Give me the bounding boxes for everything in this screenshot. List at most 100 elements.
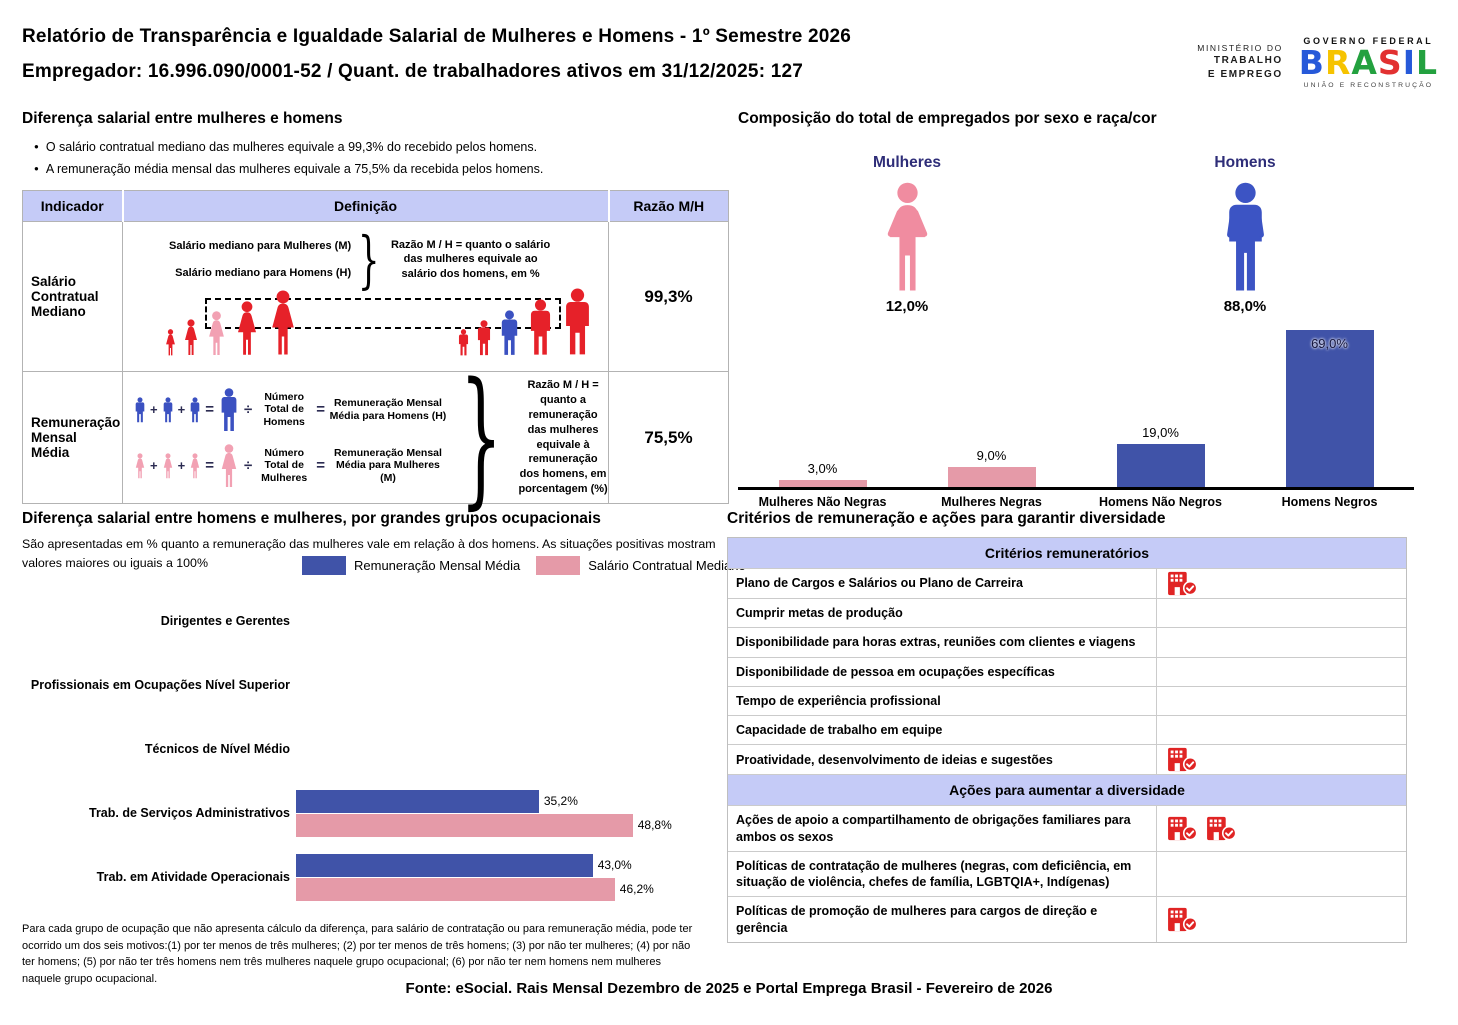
woman-icon [163, 329, 178, 356]
woman-big-icon [876, 182, 939, 294]
bar-value-label: 46,2% [619, 882, 654, 897]
occupation-label: Trab. em Atividade Operacionais [96, 869, 290, 884]
salary-gap-bullets: O salário contratual mediano das mulhere… [34, 140, 728, 176]
bullet-mean-salary: A remuneração média mensal das mulheres … [34, 162, 728, 176]
bullet-median-salary: O salário contratual mediano das mulhere… [34, 140, 728, 154]
composition-category-labels: Mulheres Não Negras Mulheres Negras Home… [738, 495, 1414, 509]
bar-value-label: 3,0% [807, 461, 838, 477]
criteria-checks [1157, 628, 1406, 656]
company-check-icon [1167, 907, 1198, 932]
occupational-footnote: Para cada grupo de ocupação que não apre… [22, 923, 693, 985]
ministry-logo: MINISTÉRIO DO TRABALHO E EMPREGO [1197, 42, 1283, 81]
criteria-group-header: Ações para aumentar a diversidade [728, 774, 1406, 806]
woman-icon [161, 453, 175, 479]
bar-median-administrativos [296, 813, 633, 837]
category-label: Homens Não Negros [1099, 495, 1222, 509]
brasil-wordmark: BRASIL [1298, 43, 1438, 82]
brace-icon: } [358, 222, 380, 296]
man-icon [525, 299, 556, 356]
occupational-section: Diferença salarial entre homens e mulher… [22, 510, 746, 987]
criteria-checks [1157, 745, 1406, 774]
report-title: Relatório de Transparência e Igualdade S… [22, 26, 852, 47]
legend-median: Salário Contratual Mediano [536, 556, 746, 575]
chart-row: Dirigentes e Gerentes [22, 589, 728, 653]
indicator-table: Indicador Definição Razão M/H Salário Co… [22, 190, 729, 512]
man-median-icon [497, 310, 522, 356]
men-total-label: Número Total de Homens [263, 391, 305, 428]
bar-value-label: 9,0% [976, 447, 1007, 463]
mean-definition: + + = ÷ Número Total de Homens = Remuner… [123, 363, 608, 512]
composition-section: Composição do total de empregados por se… [738, 110, 1414, 509]
legend-mean: Remuneração Mensal Média [302, 556, 520, 575]
median-ratio-value: 99,3% [608, 221, 729, 372]
chart-column: 69,0% [1245, 330, 1414, 487]
bar-mulheres-nao-negras [778, 480, 867, 487]
chart-row: Técnicos de Nível Médio [22, 717, 728, 781]
bar-homens-nao-negros [1116, 443, 1205, 487]
woman-median-icon [204, 311, 229, 356]
bar-value-label: 48,8% [637, 818, 672, 833]
bar-median-operacionais [296, 877, 615, 901]
legend-swatch-blue [302, 556, 346, 575]
mean-ratio-explanation: Razão M / H = quanto a remuneração das m… [518, 379, 608, 496]
men-percentage: 88,0% [1223, 298, 1267, 315]
col-header-razao: Razão M/H [607, 190, 729, 222]
chart-row: Profissionais em Ocupações Nível Superio… [22, 653, 728, 717]
chart-column: 19,0% [1076, 425, 1245, 487]
women-pictogram-group [163, 290, 301, 356]
median-definition: Salário mediano para Mulheres (M) Salári… [169, 222, 608, 296]
category-label: Homens Negros [1281, 495, 1378, 509]
composition-bar-chart: 3,0% 9,0% 19,0% 69,0% [738, 327, 1414, 490]
criteria-checks [1157, 716, 1406, 744]
occupational-subtitle: São apresentadas em % quanto a remuneraç… [22, 537, 716, 571]
col-header-indicador: Indicador [22, 190, 123, 222]
criteria-checks [1157, 658, 1406, 686]
category-label: Mulheres Não Negras [758, 495, 887, 509]
table-row-mean: Remuneração Mensal Média + + = [22, 363, 729, 512]
criteria-row: Plano de Cargos e Salários ou Plano de C… [728, 568, 1406, 598]
bar-mean-operacionais [296, 853, 593, 877]
criteria-section: Critérios de remuneração e ações para ga… [727, 510, 1407, 943]
median-pictogram-illustration [123, 286, 608, 360]
women-percentage: 12,0% [885, 298, 929, 315]
mean-ratio-value: 75,5% [608, 371, 729, 504]
man-big-icon [1214, 182, 1277, 294]
company-check-icon [1167, 747, 1198, 772]
women-share: Mulheres 12,0% [738, 154, 1076, 315]
man-icon [133, 397, 147, 423]
woman-icon [265, 290, 301, 356]
criteria-row: Políticas de contratação de mulheres (ne… [728, 850, 1406, 897]
median-highlight-box [205, 298, 561, 330]
company-check-icon [1167, 571, 1198, 596]
criteria-heading: Critérios de remuneração e ações para ga… [727, 510, 1166, 527]
women-total-label: Número Total de Mulheres [261, 447, 308, 484]
chart-row: Trab. de Serviços Administrativos 35,2% … [22, 781, 728, 845]
criteria-checks [1157, 852, 1406, 897]
man-icon-large [217, 388, 241, 432]
company-check-icon [1206, 816, 1237, 841]
bar-mean-administrativos [296, 789, 539, 813]
man-icon [161, 397, 175, 423]
men-share: Homens 88,0% [1076, 154, 1414, 315]
women-mean-label: Remuneração Mensal Média para Mulheres (… [333, 447, 442, 484]
criteria-checks [1157, 599, 1406, 627]
government-logos: MINISTÉRIO DO TRABALHO E EMPREGO GOVERNO… [1197, 36, 1438, 89]
report-source: Fonte: eSocial. Rais Mensal Dezembro de … [405, 980, 1053, 997]
occupation-label: Técnicos de Nível Médio [144, 741, 290, 756]
chart-column: 9,0% [907, 448, 1076, 487]
bar-homens-negros: 69,0% [1285, 330, 1374, 487]
women-title: Mulheres [872, 154, 942, 171]
occupation-label: Dirigentes e Gerentes [160, 613, 290, 628]
criteria-row: Políticas de promoção de mulheres para c… [728, 896, 1406, 942]
table-row-median: Salário Contratual Mediano Salário media… [22, 221, 729, 372]
criteria-row: Disponibilidade de pessoa em ocupações e… [728, 656, 1406, 686]
criteria-table: Critérios remuneratórios Plano de Cargos… [727, 537, 1407, 943]
woman-icon [133, 453, 147, 479]
chart-column: 3,0% [738, 461, 907, 487]
criteria-row: Disponibilidade para horas extras, reuni… [728, 627, 1406, 657]
occupational-heading: Diferença salarial entre homens e mulher… [22, 510, 601, 527]
woman-icon-large [217, 444, 241, 488]
composition-heading: Composição do total de empregados por se… [738, 110, 1157, 127]
men-mean-formula: + + = ÷ Número Total de Homens = Remuner… [133, 388, 448, 432]
